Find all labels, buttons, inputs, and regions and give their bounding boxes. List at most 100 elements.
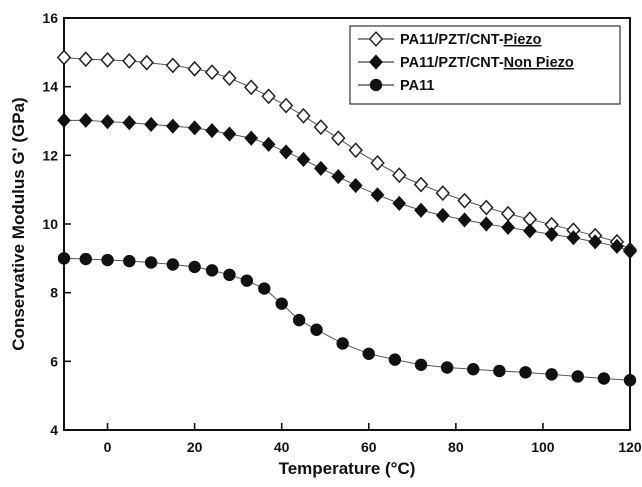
ticks: 0 20 40 60 80 100 120 4 6 8 10 12 14 16 <box>42 10 641 455</box>
data-point <box>457 192 472 209</box>
x-tick-label: 0 <box>104 439 112 455</box>
x-axis-title: Temperature (°C) <box>279 459 416 478</box>
data-point <box>187 60 202 77</box>
data-point <box>240 274 254 287</box>
data-point <box>392 167 407 184</box>
data-point <box>258 282 271 295</box>
legend-label: PA11/PZT/CNT-Non Piezo <box>400 55 574 71</box>
x-tick-label: 60 <box>361 439 377 455</box>
y-tick-label: 10 <box>42 216 58 232</box>
data-point <box>435 185 450 202</box>
x-tick-label: 80 <box>448 439 464 455</box>
data-point <box>292 313 306 327</box>
data-point <box>314 160 328 176</box>
data-point <box>56 49 72 66</box>
data-point <box>101 253 114 267</box>
data-point <box>313 119 329 136</box>
data-point <box>545 368 558 381</box>
data-point <box>310 323 323 336</box>
data-point <box>100 51 115 68</box>
data-point <box>331 169 346 185</box>
data-point <box>493 364 506 378</box>
data-point <box>566 230 581 246</box>
data-point <box>348 177 363 194</box>
data-point <box>165 57 181 74</box>
data-point <box>467 363 480 376</box>
y-tick-label: 6 <box>50 353 58 369</box>
data-point <box>623 243 637 260</box>
data-point <box>205 264 219 277</box>
data-point <box>370 187 385 203</box>
data-point <box>204 64 220 81</box>
series <box>56 49 638 387</box>
y-tick-label: 12 <box>42 147 58 163</box>
y-axis-title: Conservative Modulus G' (GPa) <box>9 97 28 350</box>
data-point <box>571 370 584 383</box>
data-point <box>388 353 402 366</box>
legend-marker <box>368 31 384 47</box>
data-point <box>261 136 276 152</box>
series-0 <box>56 49 638 258</box>
legend-item: PA11/PZT/CNT-Non Piezo <box>358 54 574 71</box>
data-point <box>362 347 375 360</box>
data-point <box>100 114 115 130</box>
legend: PA11/PZT/CNT-Piezo PA11/PZT/CNT-Non Piezo… <box>349 25 621 105</box>
data-point <box>544 226 559 242</box>
data-point <box>435 207 450 223</box>
series-1 <box>57 112 637 260</box>
legend-label: PA11 <box>400 78 434 94</box>
data-point <box>479 199 494 216</box>
data-point <box>501 219 515 235</box>
y-tick-label: 8 <box>50 285 58 301</box>
data-point <box>457 212 472 228</box>
data-point <box>222 70 237 87</box>
legend-items: PA11/PZT/CNT-Piezo PA11/PZT/CNT-Non Piezo… <box>358 31 574 94</box>
legend-label-prefix: PA11 <box>400 78 434 94</box>
data-point <box>279 144 293 160</box>
y-tick-label: 16 <box>42 10 58 26</box>
x-tick-label: 40 <box>274 439 290 455</box>
data-point <box>57 112 71 128</box>
data-point <box>122 52 137 69</box>
x-tick-label: 120 <box>618 439 642 455</box>
series-2 <box>57 252 637 387</box>
data-point <box>414 202 428 218</box>
series-line <box>63 257 631 381</box>
data-point <box>370 154 385 171</box>
legend-label-emphasis: Piezo <box>504 32 542 48</box>
x-tick-label: 20 <box>187 439 203 455</box>
data-point <box>610 238 624 254</box>
data-point <box>623 374 637 387</box>
data-point <box>79 252 92 266</box>
data-point <box>144 256 158 269</box>
data-point <box>519 366 532 379</box>
y-tick-label: 4 <box>50 422 58 438</box>
data-point <box>78 112 93 128</box>
legend-box <box>349 25 621 105</box>
data-point <box>144 116 158 132</box>
data-point <box>500 205 516 222</box>
data-point <box>78 51 93 68</box>
data-point <box>588 234 603 250</box>
legend-marker <box>369 78 383 92</box>
legend-item: PA11/PZT/CNT-Piezo <box>358 31 542 48</box>
data-point <box>414 358 428 371</box>
data-point <box>348 142 363 159</box>
data-point <box>57 252 71 265</box>
data-point <box>597 372 611 385</box>
data-point <box>166 258 180 271</box>
legend-label-prefix: PA11/PZT/CNT- <box>400 55 504 71</box>
data-point <box>223 268 236 282</box>
data-point <box>440 361 454 374</box>
data-point <box>413 176 429 193</box>
data-point <box>139 54 154 71</box>
legend-item: PA11 <box>358 78 434 94</box>
series-line <box>64 119 631 252</box>
legend-label-emphasis: Non Piezo <box>504 55 574 71</box>
y-tick-label: 14 <box>42 79 58 95</box>
data-point <box>479 216 494 232</box>
data-point <box>122 115 137 131</box>
data-point <box>244 130 259 146</box>
